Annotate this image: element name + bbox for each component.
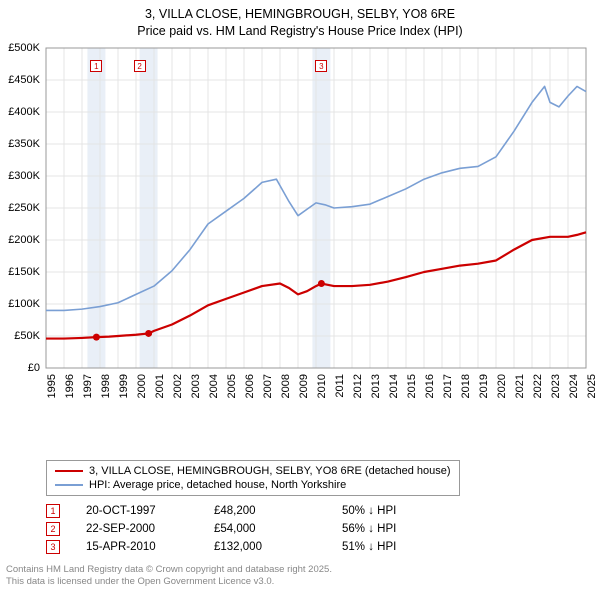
x-axis-label: 2012	[352, 374, 364, 398]
x-axis-label: 2000	[136, 374, 148, 398]
x-axis-label: 1995	[46, 374, 58, 398]
event-date: 22-SEP-2000	[86, 523, 196, 535]
x-axis-label: 1998	[100, 374, 112, 398]
title-line-2: Price paid vs. HM Land Registry's House …	[0, 23, 600, 40]
legend: 3, VILLA CLOSE, HEMINGBROUGH, SELBY, YO8…	[46, 460, 460, 496]
y-axis-label: £150K	[0, 266, 40, 278]
y-axis-label: £200K	[0, 234, 40, 246]
event-row: 2 22-SEP-2000 £54,000 56% ↓ HPI	[46, 520, 452, 538]
legend-swatch	[55, 470, 83, 472]
event-marker-badge: 1	[90, 60, 102, 72]
x-axis-label: 2018	[460, 374, 472, 398]
x-axis-label: 1996	[64, 374, 76, 398]
y-axis-label: £100K	[0, 298, 40, 310]
legend-label: HPI: Average price, detached house, Nort…	[89, 479, 346, 491]
event-hpi-delta: 50% ↓ HPI	[342, 505, 452, 517]
chart-container: { "title": { "line1": "3, VILLA CLOSE, H…	[0, 0, 600, 590]
x-axis-label: 1999	[118, 374, 130, 398]
y-axis-label: £500K	[0, 42, 40, 54]
event-row: 1 20-OCT-1997 £48,200 50% ↓ HPI	[46, 502, 452, 520]
x-axis-label: 1997	[82, 374, 94, 398]
legend-item: 3, VILLA CLOSE, HEMINGBROUGH, SELBY, YO8…	[55, 464, 451, 478]
footer-line-1: Contains HM Land Registry data © Crown c…	[6, 564, 332, 576]
x-axis-label: 2023	[550, 374, 562, 398]
event-hpi-delta: 51% ↓ HPI	[342, 541, 452, 553]
x-axis-label: 2024	[568, 374, 580, 398]
events-table: 1 20-OCT-1997 £48,200 50% ↓ HPI 2 22-SEP-2000…	[46, 502, 452, 556]
legend-item: HPI: Average price, detached house, Nort…	[55, 478, 451, 492]
x-axis-label: 2021	[514, 374, 526, 398]
event-price: £132,000	[214, 541, 324, 553]
x-axis-label: 2003	[190, 374, 202, 398]
x-axis-label: 2001	[154, 374, 166, 398]
event-price: £54,000	[214, 523, 324, 535]
y-axis-label: £0	[0, 362, 40, 374]
legend-label: 3, VILLA CLOSE, HEMINGBROUGH, SELBY, YO8…	[89, 465, 451, 477]
x-axis-label: 2019	[478, 374, 490, 398]
x-axis-label: 2013	[370, 374, 382, 398]
x-axis-label: 2002	[172, 374, 184, 398]
y-axis-label: £50K	[0, 330, 40, 342]
y-axis-label: £300K	[0, 170, 40, 182]
x-axis-label: 2008	[280, 374, 292, 398]
x-axis-label: 2025	[586, 374, 598, 398]
x-axis-label: 2014	[388, 374, 400, 398]
event-date: 20-OCT-1997	[86, 505, 196, 517]
x-axis-label: 2006	[244, 374, 256, 398]
event-row: 3 15-APR-2010 £132,000 51% ↓ HPI	[46, 538, 452, 556]
x-axis-label: 2010	[316, 374, 328, 398]
y-axis-label: £400K	[0, 106, 40, 118]
event-marker-badge: 3	[315, 60, 327, 72]
x-axis-label: 2011	[334, 374, 346, 398]
title-line-1: 3, VILLA CLOSE, HEMINGBROUGH, SELBY, YO8…	[0, 6, 600, 23]
x-axis-label: 2009	[298, 374, 310, 398]
event-badge: 2	[46, 522, 60, 536]
event-marker-badge: 2	[134, 60, 146, 72]
event-date: 15-APR-2010	[86, 541, 196, 553]
y-axis-label: £250K	[0, 202, 40, 214]
x-axis-label: 2005	[226, 374, 238, 398]
x-axis-label: 2015	[406, 374, 418, 398]
event-badge: 3	[46, 540, 60, 554]
footer-attribution: Contains HM Land Registry data © Crown c…	[6, 564, 332, 588]
chart-area: £0£50K£100K£150K£200K£250K£300K£350K£400…	[46, 48, 586, 418]
x-axis-label: 2004	[208, 374, 220, 398]
event-price: £48,200	[214, 505, 324, 517]
chart-title: 3, VILLA CLOSE, HEMINGBROUGH, SELBY, YO8…	[0, 0, 600, 40]
x-axis-label: 2020	[496, 374, 508, 398]
y-axis-label: £350K	[0, 138, 40, 150]
y-axis-label: £450K	[0, 74, 40, 86]
x-axis-label: 2007	[262, 374, 274, 398]
x-axis-label: 2022	[532, 374, 544, 398]
legend-swatch	[55, 484, 83, 486]
plot-svg	[46, 48, 586, 368]
x-axis-label: 2017	[442, 374, 454, 398]
event-badge: 1	[46, 504, 60, 518]
footer-line-2: This data is licensed under the Open Gov…	[6, 576, 332, 588]
x-axis-label: 2016	[424, 374, 436, 398]
event-hpi-delta: 56% ↓ HPI	[342, 523, 452, 535]
